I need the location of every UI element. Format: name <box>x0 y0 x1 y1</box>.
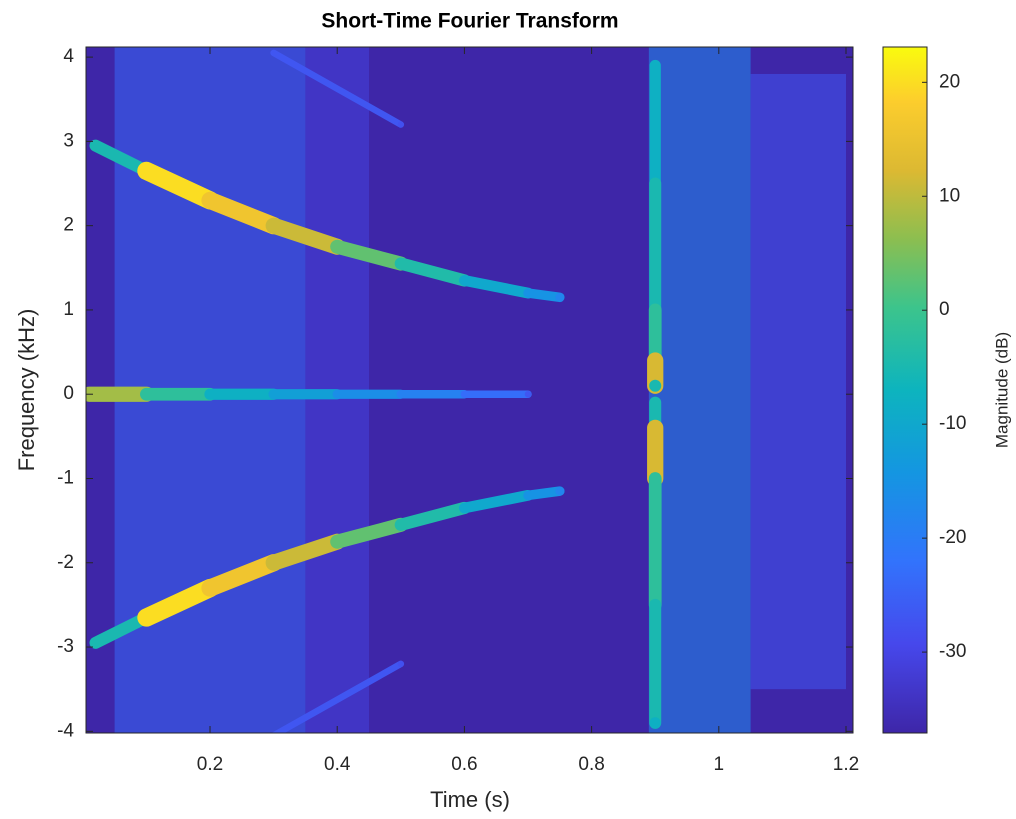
colorbar-tick-label: -20 <box>939 527 966 548</box>
plot-frame <box>85 46 854 734</box>
y-axis-label: Frequency (kHz) <box>14 309 39 472</box>
y-tick-label: 0 <box>63 383 74 404</box>
y-tick-label: 1 <box>63 299 74 320</box>
ridge-segment <box>265 217 346 255</box>
ridge-segment <box>394 257 471 287</box>
ridge-point <box>524 390 532 398</box>
noise-region <box>750 73 847 690</box>
ridge-segment <box>523 486 565 501</box>
colorbar-tick-label: -10 <box>939 413 966 434</box>
y-tick-label: 2 <box>63 215 74 236</box>
noise-region <box>648 47 751 733</box>
ridge-point <box>555 486 565 496</box>
ridge-point <box>555 292 565 302</box>
x-tick-label: 1.2 <box>833 754 859 775</box>
ridge-segment <box>137 161 220 210</box>
ridge-segment <box>137 578 220 627</box>
x-tick-label: 0.2 <box>197 754 223 775</box>
ridge-segment <box>330 239 408 271</box>
ridge-segment <box>89 139 153 177</box>
x-tick-label: 0.4 <box>324 754 351 775</box>
y-tick-label: -4 <box>57 720 74 741</box>
ridge-segment <box>271 660 405 733</box>
y-tick-label: -1 <box>57 468 74 489</box>
ridge-segment <box>394 501 471 531</box>
ridge-segment <box>523 288 565 303</box>
ridge-segment <box>201 554 283 597</box>
ridge-segment <box>270 49 405 128</box>
chart-title: Short-Time Fourier Transform <box>321 10 618 33</box>
ridge-point <box>397 121 404 128</box>
colorbar-tick-label: 20 <box>939 71 960 92</box>
colorbar <box>882 46 928 734</box>
ridge-point <box>649 379 662 392</box>
colorbar-tick-label: -30 <box>939 641 966 662</box>
y-tick-label: -2 <box>57 552 74 573</box>
colorbar-tick-label: 10 <box>939 185 960 206</box>
y-tick-label: -3 <box>57 636 74 657</box>
x-tick-label: 1 <box>714 754 725 775</box>
ridge-point <box>397 660 404 668</box>
x-axis-label: Time (s) <box>430 787 510 812</box>
ridge-segment <box>265 533 346 571</box>
x-tick-label: 0.6 <box>451 754 477 775</box>
ridge-segment <box>201 191 283 235</box>
ridge-segment <box>330 517 408 549</box>
y-tick-label: 3 <box>63 130 74 151</box>
plot-area <box>86 47 847 733</box>
y-tick-label: 4 <box>63 46 74 67</box>
ridge-point <box>649 717 661 729</box>
x-tick-label: 0.8 <box>578 754 604 775</box>
colorbar-tick-label: 0 <box>939 299 950 320</box>
ridge-segment <box>459 275 534 299</box>
ridge-segment <box>459 489 534 514</box>
ridge-segment <box>89 611 153 649</box>
colorbar-label: Magnitude (dB) <box>992 332 1011 448</box>
